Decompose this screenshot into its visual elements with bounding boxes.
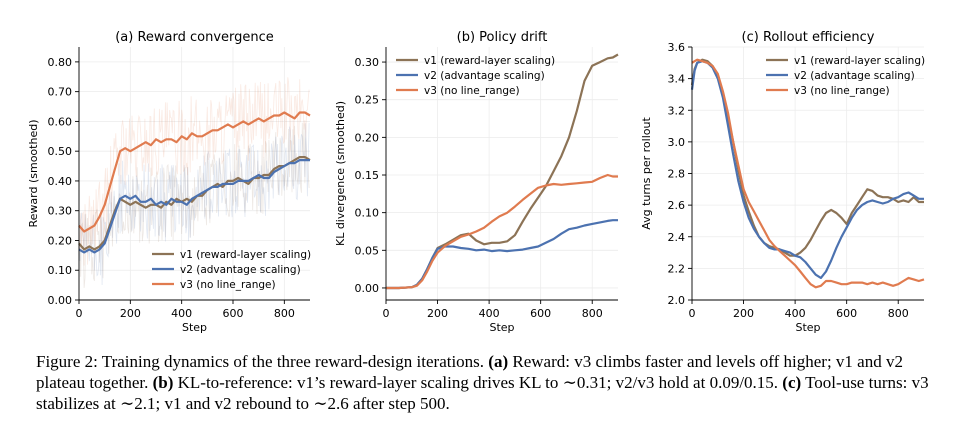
y-tick-label: 3.6 [668,41,686,54]
y-tick-label: 0.80 [48,56,73,69]
figure-panels: 0.00 0.10 0.20 0.30 0.40 0.50 0.60 0.70 0.80 0 200… [27,30,925,334]
x-tick-label: 800 [582,307,603,320]
x-tick-label: 600 [530,307,551,320]
x-tick-label: 600 [223,307,244,320]
legend-label-v2: v2 (advantage scaling) [424,70,545,82]
raw-trace-v2 [78,122,310,286]
y-tick-label: 0.25 [355,94,380,107]
x-tick-label: 0 [689,307,696,320]
caption-b-tag: (b) [152,373,174,392]
panel-title: (a) Reward convergence [115,30,274,45]
legend-label-v1: v1 (reward-layer scaling) [180,249,311,261]
x-tick-label: 200 [120,307,141,320]
y-tick-label: 0.60 [48,115,73,128]
y-tick-label: 0.20 [48,234,73,247]
series-line-v2 [386,219,618,290]
raw-trace-v3 [78,77,310,266]
legend-label-v3: v3 (no line_range) [794,85,890,97]
panel-title: (b) Policy drift [457,30,548,45]
y-axis-label: Avg turns per rollout [640,117,653,230]
y-tick-label: 0.30 [355,56,380,69]
caption-c-tag: (c) [782,373,802,392]
caption-intro: Training dynamics of the three reward-de… [97,352,489,371]
y-axis-label: KL divergence (smoothed) [334,101,347,246]
y-tick-label: 2.2 [668,262,686,275]
y-tick-label: 0.20 [355,131,380,144]
x-tick-label: 400 [479,307,500,320]
y-tick-label: 2.0 [668,294,686,307]
y-tick-label: 3.0 [668,136,686,149]
x-axis-label: Step [182,321,207,334]
y-tick-label: 2.6 [668,199,686,212]
caption-a-text: Reward: v3 climbs faster and levels off … [36,352,903,392]
figure-caption: Figure 2: Training dynamics of the three… [36,351,936,414]
y-tick-label: 2.8 [668,168,686,181]
legend-label-v1: v1 (reward-layer scaling) [794,55,925,67]
x-tick-label: 400 [785,307,806,320]
y-tick-label: 3.4 [668,73,686,86]
panel-a: 0.00 0.10 0.20 0.30 0.40 0.50 0.60 0.70 0.80 0 200… [27,30,311,334]
legend-label-v3: v3 (no line_range) [424,85,520,97]
y-axis-label: Reward (smoothed) [27,120,40,228]
y-tick-label: 0.00 [355,282,380,295]
legend: v1 (reward-layer scaling) v2 (advantage s… [766,55,925,97]
y-tick-label: 0.10 [355,207,380,220]
legend: v1 (reward-layer scaling) v2 (advantage s… [152,249,311,291]
series-line-v3 [78,111,311,233]
y-tick-label: 0.10 [48,264,73,277]
x-tick-label: 200 [733,307,754,320]
y-tick-label: 0.30 [48,205,73,218]
y-tick-label: 0.05 [355,244,380,257]
x-tick-label: 200 [427,307,448,320]
y-tick-label: 3.2 [668,104,686,117]
x-axis-label: Step [795,321,820,334]
series-line-v3 [386,173,618,290]
y-tick-label: 0.00 [48,294,73,307]
caption-b-text: KL-to-reference: v1’s reward-layer scali… [173,373,783,392]
legend: v1 (reward-layer scaling) v2 (advantage s… [396,55,555,97]
raw-trace-v1 [78,122,310,288]
x-tick-label: 600 [836,307,857,320]
panel-title: (c) Rollout efficiency [742,30,875,45]
caption-c-text: Tool-use turns: v3 stabilizes at ∼2.1; v… [36,373,929,413]
legend-label-v2: v2 (advantage scaling) [180,264,301,276]
legend-label-v1: v1 (reward-layer scaling) [424,55,555,67]
legend-label-v2: v2 (advantage scaling) [794,70,915,82]
x-tick-label: 0 [383,307,390,320]
caption-label: Figure 2: [36,352,98,371]
series-line-v3 [691,58,925,289]
y-tick-label: 0.70 [48,86,73,99]
y-tick-label: 0.15 [355,169,380,182]
panel-c: 2.0 2.2 2.4 2.6 2.8 3.0 3.2 3.4 3.6 0 200 400 600 800… [640,30,925,334]
y-tick-label: 0.50 [48,145,73,158]
x-tick-label: 800 [888,307,909,320]
x-tick-label: 400 [171,307,192,320]
y-tick-label: 0.40 [48,175,73,188]
x-tick-label: 0 [76,307,83,320]
caption-a-tag: (a) [488,352,509,371]
x-tick-label: 800 [274,307,295,320]
legend-label-v3: v3 (no line_range) [180,279,276,291]
panel-b: 0.00 0.05 0.10 0.15 0.20 0.25 0.30 0 200 400 600 80… [334,30,619,334]
x-axis-label: Step [489,321,514,334]
y-tick-label: 2.4 [668,231,686,244]
series-line-v2 [690,60,924,279]
series-line-v2 [78,159,310,254]
